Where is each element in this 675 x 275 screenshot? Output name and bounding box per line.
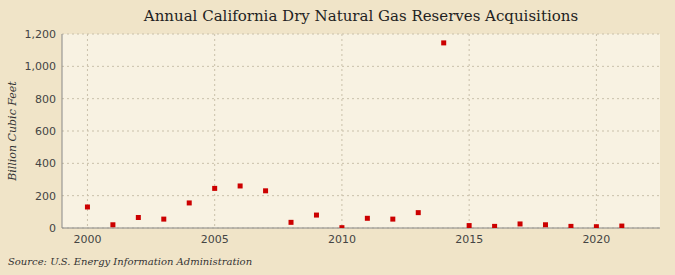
x-tick-label: 2015: [455, 233, 483, 246]
x-grid-line: [87, 34, 88, 228]
x-tick-label: 2020: [582, 233, 610, 246]
chart: 0 200 400 600 800 1,000 1,200 2000 2005 2010 2015 2…: [0, 0, 675, 275]
point: [441, 40, 446, 45]
y-tick-label: 1,000: [25, 60, 57, 73]
y-tick-label: 200: [35, 190, 56, 203]
x-grid-line: [469, 34, 470, 228]
y-tick-label: 600: [35, 125, 56, 138]
point: [187, 200, 192, 205]
title: Annual California Dry Natural Gas Reserv…: [143, 7, 578, 25]
point: [136, 215, 141, 220]
x-grid-line: [596, 34, 597, 228]
y-tick-label: 0: [49, 222, 56, 235]
point: [339, 225, 344, 228]
point: [390, 217, 395, 222]
x-tick-label: 2010: [328, 233, 356, 246]
point: [289, 220, 294, 225]
background: [0, 0, 675, 275]
y-axis-label: Billion Cubic Feet: [6, 81, 19, 182]
grid: [62, 34, 660, 228]
point: [492, 224, 497, 228]
point: [467, 223, 472, 228]
y-grid-line: [62, 131, 660, 132]
point: [619, 224, 624, 228]
point: [518, 221, 523, 226]
point: [110, 222, 115, 227]
x-grid-line: [214, 34, 215, 228]
y-grid-line: [62, 163, 660, 164]
point: [238, 183, 243, 188]
source-note: Source: U.S. Energy Information Administ…: [8, 256, 252, 267]
y-tick-label: 400: [35, 157, 56, 170]
point: [365, 216, 370, 221]
point: [263, 188, 268, 193]
point: [85, 204, 90, 209]
plot-background: [62, 34, 660, 228]
y-axis-line: [62, 34, 63, 228]
y-grid-line: [62, 195, 660, 196]
point: [314, 213, 319, 218]
point: [543, 222, 548, 227]
points: [85, 40, 624, 228]
y-tick-label: 1,200: [25, 28, 57, 41]
x-tick-label: 2000: [73, 233, 101, 246]
point: [594, 224, 599, 228]
point: [161, 217, 166, 222]
point: [212, 186, 217, 191]
y-grid-line: [62, 98, 660, 99]
y-tick-label: 800: [35, 93, 56, 106]
x-grid-line: [341, 34, 342, 228]
x-tick-label: 2005: [201, 233, 229, 246]
point: [568, 224, 573, 228]
y-grid-line: [62, 34, 660, 35]
point: [416, 210, 421, 215]
y-grid-line: [62, 66, 660, 67]
